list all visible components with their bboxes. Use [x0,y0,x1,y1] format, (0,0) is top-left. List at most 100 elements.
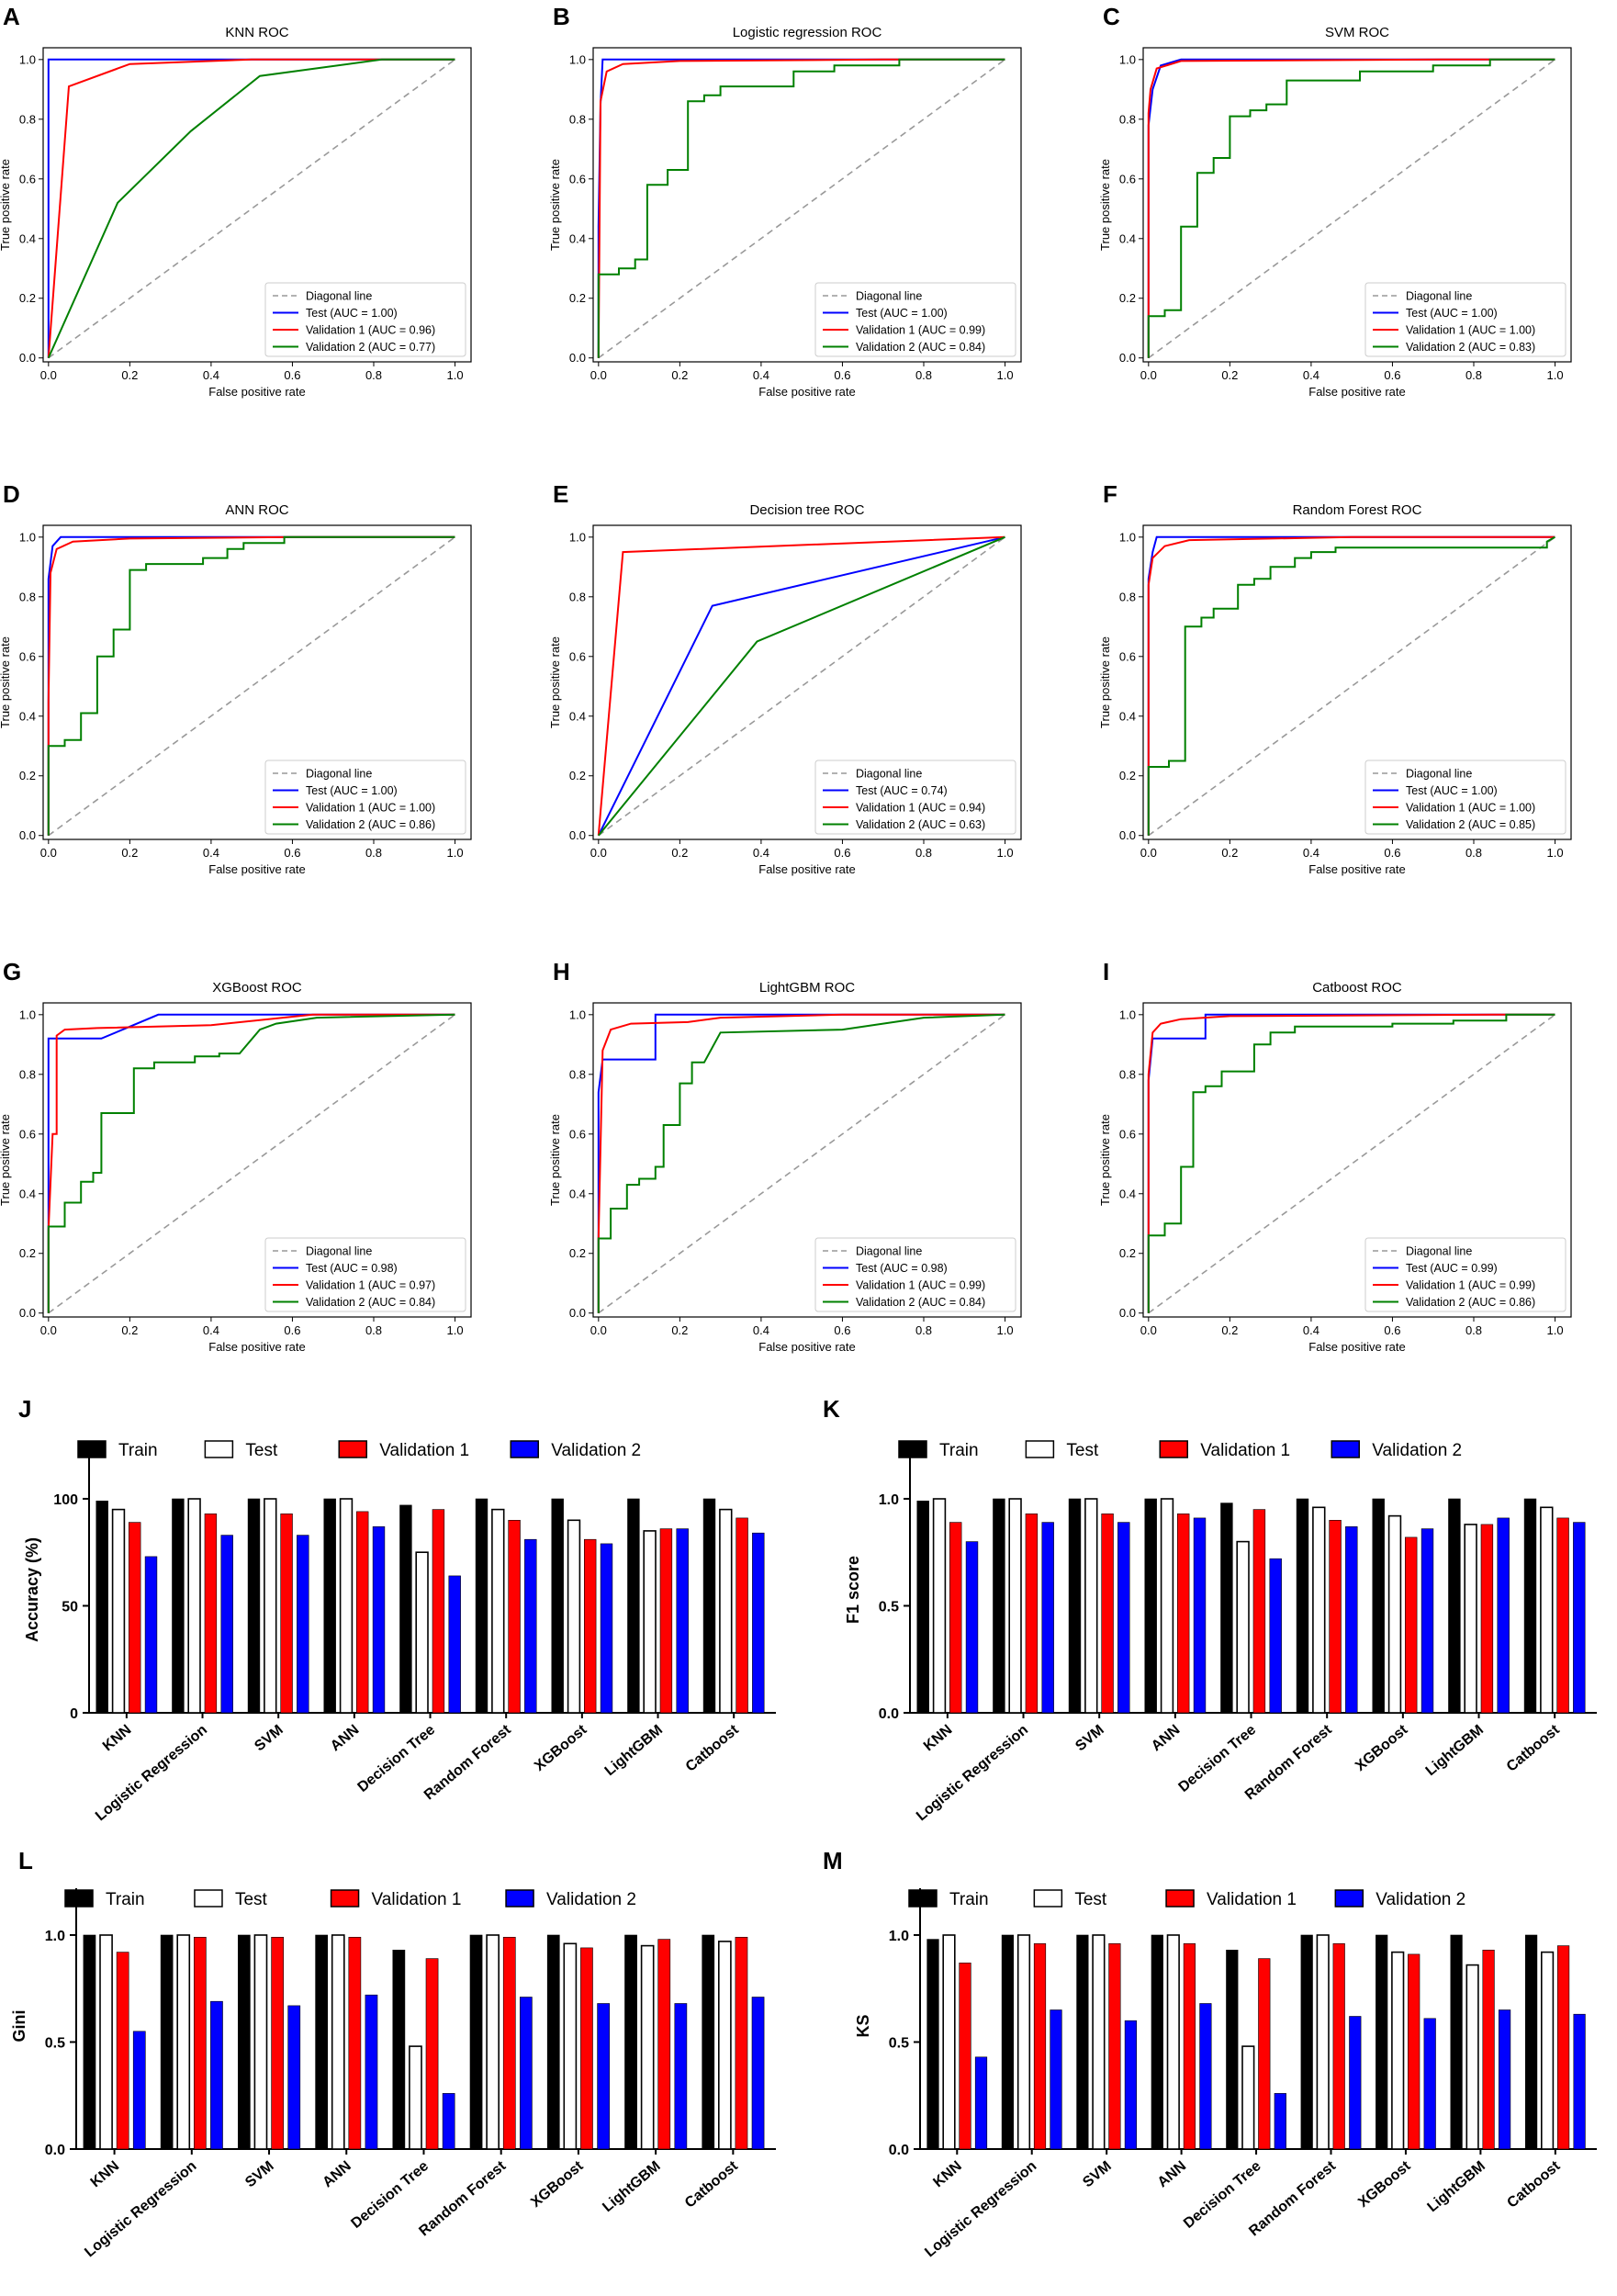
bar-validation-1 [659,1528,673,1714]
bar-validation-2 [287,2005,301,2150]
roc-curve-validation-2 [598,535,1005,837]
bar-legend: Train Test Validation 1 Validation 2 [898,1440,1462,1460]
y-tick-label: 0.0 [879,1706,899,1722]
legend-label: Validation 1 (AUC = 0.99) [856,324,985,337]
x-tick-label: LightGBM [602,1722,666,1779]
legend-box [814,282,1016,357]
legend-label: Diagonal line [306,768,372,781]
legend-label: Validation 2 (AUC = 0.85) [1406,818,1535,831]
legend-label: Diagonal line [856,1245,922,1258]
y-tick-label: 50 [62,1599,78,1615]
y-tick-label: 0.0 [1119,351,1136,365]
bar-test [717,1941,732,2150]
roc-curve-validation-1 [597,1013,1005,1313]
legend-label: Train [106,1890,145,1909]
x-tick-label: Catboost [1504,1722,1564,1775]
x-axis-label: False positive rate [758,1340,856,1354]
x-tick-label: 0.4 [1303,368,1319,382]
x-tick-label: 0.2 [121,846,138,860]
y-tick-label: 0.6 [1119,1127,1136,1141]
bar-legend: Train Test Validation 1 Validation 2 [64,1889,636,1909]
roc-title: KNN ROC [225,25,288,40]
bar-validation-2 [974,2056,988,2150]
bar-train [160,1934,174,2150]
bar-test [563,1942,578,2150]
x-tick-label: 0.6 [284,1323,300,1337]
roc-curve-validation-1 [597,58,1005,358]
legend-swatch-validation-1 [1165,1889,1195,1908]
bar-test [264,1498,277,1714]
x-tick-label: Decision Tree [354,1722,438,1795]
plot-frame [1142,47,1572,363]
bar-test [99,1934,113,2150]
bar-validation-1 [1101,1514,1114,1714]
plot-frame [592,524,1022,840]
y-tick-label: 0.8 [569,1067,586,1081]
legend-swatch-validation-1 [338,1440,367,1458]
legend-label: Test [1074,1890,1107,1909]
y-tick-label: 1.0 [569,52,586,66]
panel-letter: C [1103,3,1120,30]
bar-validation-1 [1482,1950,1495,2150]
x-tick-label: 0.2 [1221,846,1238,860]
legend-label: Validation 1 (AUC = 0.99) [856,1279,985,1292]
bar-train [172,1498,185,1714]
panel-letter: E [553,480,568,508]
bars [926,1934,1586,2150]
y-tick-label: 0.6 [569,1127,586,1141]
legend-box [1364,282,1566,357]
legend-label: Validation 2 (AUC = 0.86) [1406,1296,1535,1309]
bar-test [1540,1506,1554,1714]
legend-label: Diagonal line [856,290,922,303]
bar-train [1068,1498,1082,1714]
bar-validation-2 [1269,1558,1282,1714]
roc-curve-validation-2 [1147,535,1555,836]
x-tick-label: 0.0 [590,846,607,860]
x-tick-label: 0.0 [590,368,607,382]
plot-frame [592,47,1022,363]
x-tick-label: 0.0 [40,846,57,860]
roc-panel-B: B Logistic regression ROC 0.0 0.0 0.2 0.2 0.4 0… [548,3,1022,399]
bar-validation-2 [297,1535,309,1714]
y-tick-label: 0.8 [1119,112,1136,126]
y-tick-label: 0.8 [569,112,586,126]
x-tick-label: 0.4 [753,368,769,382]
roc-curve-diagonal [48,59,455,359]
bar-train [1300,1934,1313,2150]
x-tick-label: Decision Tree [1175,1722,1259,1795]
bar-validation-2 [372,1526,386,1714]
bar-validation-1 [432,1509,445,1714]
legend-label: Validation 2 (AUC = 0.77) [306,341,435,354]
legend-label: Diagonal line [306,290,372,303]
x-tick-label: 0.2 [121,1323,138,1337]
roc-curve-validation-2 [47,535,455,836]
x-tick-label: 0.4 [753,846,769,860]
roc-curves [1147,58,1555,359]
legend-label: Test (AUC = 1.00) [306,307,398,320]
x-axis-label: False positive rate [1308,385,1406,399]
bar-panel-M: M Train Test Validation 1 Validation 2 0.0 0.5… [823,1847,1597,2260]
bar-train [1448,1498,1461,1714]
bar-validation-2 [674,2003,688,2150]
panel-letter: H [553,958,570,985]
bar-panel-L: L Train Test Validation 1 Validation 2 0.0 0.5… [10,1847,776,2260]
legend-label: Validation 1 (AUC = 0.99) [1406,1279,1535,1292]
x-tick-label: 0.0 [1140,1323,1157,1337]
y-tick-label: 0.4 [19,231,36,245]
x-tick-label: LightGBM [1424,2158,1488,2215]
y-tick-label: 0.8 [1119,590,1136,603]
bar-test [253,1934,268,2150]
y-tick-label: 0.2 [569,769,586,782]
x-tick-label: 1.0 [446,368,463,382]
legend-label: Validation 1 (AUC = 1.00) [1406,802,1535,815]
plot-frame [42,524,472,840]
y-axis-label: F1 score [844,1556,862,1624]
y-tick-label: 0.0 [1119,1306,1136,1320]
bars [83,1934,765,2150]
legend-swatch-validation-2 [1331,1440,1360,1458]
bar-test [942,1934,956,2150]
legend-swatch-train [908,1889,938,1908]
legend-box [264,282,466,357]
bar-test [1387,1514,1402,1714]
panel-letter: B [553,3,570,30]
